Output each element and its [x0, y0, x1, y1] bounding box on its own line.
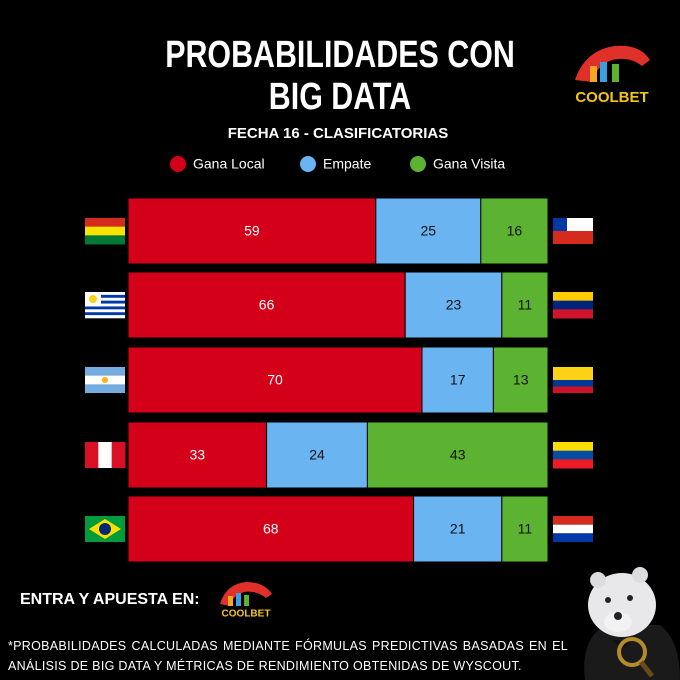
flag-part — [98, 442, 113, 468]
legend-label: Gana Local — [193, 156, 265, 172]
flag-part — [89, 295, 97, 303]
flag — [553, 292, 593, 319]
data-label: 68 — [263, 521, 279, 537]
bar-segment — [404, 271, 503, 339]
flag-part — [553, 524, 593, 534]
flag-part — [553, 380, 593, 387]
bar-segment — [501, 495, 549, 563]
data-label: 17 — [450, 372, 466, 388]
flag-part — [85, 312, 125, 316]
bar-segment — [413, 495, 503, 563]
bar-segment — [375, 197, 482, 265]
flag-part — [85, 303, 125, 307]
flag — [85, 218, 125, 245]
flag-part — [553, 516, 593, 525]
data-label: 70 — [267, 372, 283, 388]
data-label: 59 — [244, 223, 260, 239]
flag-part — [85, 294, 125, 299]
logo: COOLBET — [222, 609, 271, 620]
flag-part — [553, 218, 567, 231]
flag-part — [553, 367, 593, 380]
data-label: 23 — [446, 297, 462, 313]
flag-part — [553, 386, 593, 393]
data-label: 24 — [309, 447, 325, 463]
legend-label: Gana Visita — [433, 156, 505, 172]
legend-swatch — [170, 156, 186, 172]
data-label: 13 — [513, 372, 529, 388]
legend-swatch — [300, 156, 316, 172]
bar-segment — [366, 421, 549, 489]
flag — [85, 442, 126, 468]
flag-part — [553, 442, 593, 452]
flag — [85, 367, 125, 393]
chart-subtitle: FECHA 16 - CLASIFICATORIAS — [228, 125, 449, 142]
data-label: 11 — [518, 521, 533, 537]
bar-segment — [492, 346, 549, 414]
flag-part — [553, 309, 593, 319]
bar-segment — [127, 197, 377, 265]
bar-segment — [127, 346, 423, 414]
flag-part — [99, 523, 111, 535]
flag — [553, 218, 593, 244]
data-label: 66 — [259, 297, 275, 313]
flag-part — [553, 459, 593, 469]
mascot — [584, 567, 680, 680]
flag-part — [553, 450, 593, 460]
cta: ENTRA Y APUESTA EN: — [20, 591, 200, 608]
data-label: 25 — [421, 223, 437, 239]
flag-part — [102, 377, 108, 383]
flag — [553, 516, 593, 542]
data-label: 43 — [450, 447, 466, 463]
flag-part — [85, 292, 125, 296]
flag-part — [553, 533, 593, 542]
flag-part — [85, 297, 125, 301]
flag-part — [553, 292, 593, 302]
logo: COOLBET — [575, 89, 648, 106]
data-label: 16 — [507, 223, 523, 239]
bar-segment — [480, 197, 549, 265]
bar-segment — [127, 421, 268, 489]
data-label: 11 — [518, 297, 533, 313]
flag — [553, 367, 593, 393]
bar-segment — [127, 271, 406, 339]
flag-part — [85, 226, 125, 236]
flag-part — [553, 300, 593, 310]
legend-label: Empate — [323, 156, 371, 172]
chart-title: PROBABILIDADES CON BIG DATA — [165, 34, 515, 118]
flag-part — [85, 235, 125, 245]
flag-part — [85, 306, 125, 310]
legend-swatch — [410, 156, 426, 172]
flag-part — [85, 300, 125, 304]
flag — [85, 292, 125, 319]
flag-part — [85, 309, 125, 313]
flag-part — [85, 315, 125, 319]
logo-mark — [220, 582, 272, 606]
flag — [553, 442, 593, 469]
bar-segment — [501, 271, 549, 339]
bar-segment — [266, 421, 368, 489]
flag-part — [553, 231, 593, 244]
bar-segment — [421, 346, 494, 414]
data-label: 21 — [450, 521, 466, 537]
flag-part — [111, 442, 126, 468]
flag — [85, 516, 125, 542]
data-label: 33 — [190, 447, 206, 463]
footnote: *PROBABILIDADES CALCULADAS MEDIANTE FÓRM… — [8, 639, 568, 673]
flag-part — [85, 442, 99, 468]
flag-part — [85, 218, 125, 228]
logo-mark — [575, 45, 650, 82]
